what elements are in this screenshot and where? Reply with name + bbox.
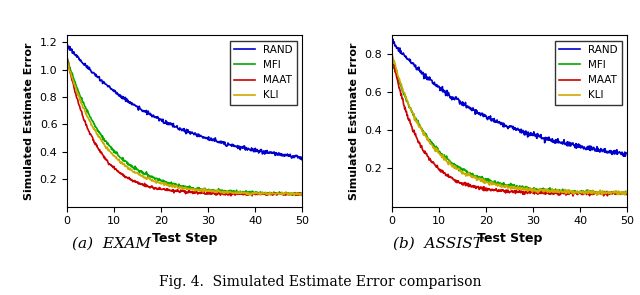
- Line: MAAT: MAAT: [67, 58, 303, 196]
- Y-axis label: Simulated Estimate Error: Simulated Estimate Error: [24, 42, 34, 200]
- Line: KLI: KLI: [67, 61, 303, 195]
- KLI: [528, 188, 536, 191]
- RAND: [256, 148, 264, 152]
- Line: MAAT: MAAT: [392, 53, 627, 196]
- MFI: [204, 188, 211, 192]
- RAND: [388, 39, 396, 42]
- KLI: [299, 193, 307, 197]
- RAND: [389, 37, 397, 41]
- RAND: [502, 123, 509, 127]
- KLI: [388, 53, 396, 56]
- MAAT: [528, 191, 536, 194]
- MAAT: [388, 51, 396, 55]
- MFI: [500, 181, 508, 184]
- Legend: RAND, MFI, MAAT, KLI: RAND, MFI, MAAT, KLI: [230, 41, 298, 104]
- MFI: [256, 191, 264, 195]
- KLI: [623, 191, 631, 195]
- MAAT: [581, 190, 589, 194]
- MFI: [388, 59, 396, 62]
- RAND: [177, 127, 184, 131]
- MFI: [623, 193, 630, 196]
- Text: Fig. 4.  Simulated Estimate Error comparison: Fig. 4. Simulated Estimate Error compari…: [159, 275, 481, 289]
- RAND: [529, 132, 536, 136]
- RAND: [299, 156, 307, 160]
- RAND: [620, 155, 627, 158]
- MFI: [528, 188, 536, 191]
- Line: RAND: RAND: [392, 39, 627, 156]
- MAAT: [501, 189, 509, 193]
- MFI: [175, 182, 183, 186]
- Line: MFI: MFI: [392, 60, 627, 194]
- KLI: [515, 186, 523, 190]
- KLI: [175, 186, 183, 189]
- MAAT: [294, 194, 301, 197]
- MAAT: [191, 190, 198, 194]
- MAAT: [204, 192, 211, 196]
- MFI: [63, 57, 71, 61]
- MAAT: [515, 190, 523, 194]
- KLI: [177, 185, 184, 189]
- MAAT: [175, 190, 183, 194]
- MAAT: [257, 193, 264, 196]
- MAAT: [63, 56, 71, 59]
- Line: MFI: MFI: [67, 59, 303, 195]
- MFI: [581, 190, 589, 194]
- X-axis label: Test Step: Test Step: [152, 232, 218, 245]
- KLI: [593, 194, 601, 197]
- RAND: [581, 147, 589, 150]
- KLI: [500, 185, 508, 189]
- Line: KLI: KLI: [392, 54, 627, 195]
- MAAT: [623, 191, 631, 195]
- RAND: [618, 150, 626, 154]
- MAAT: [177, 190, 184, 194]
- Line: RAND: RAND: [67, 43, 303, 160]
- MFI: [191, 188, 198, 191]
- MAAT: [248, 194, 256, 198]
- Text: (b)  ASSIST: (b) ASSIST: [394, 237, 483, 251]
- RAND: [516, 128, 524, 132]
- MAAT: [299, 194, 307, 197]
- MFI: [294, 193, 301, 196]
- RAND: [204, 136, 211, 139]
- RAND: [623, 151, 631, 155]
- MFI: [501, 183, 509, 187]
- KLI: [256, 193, 264, 196]
- RAND: [63, 42, 71, 45]
- KLI: [618, 193, 626, 196]
- Y-axis label: Simulated Estimate Error: Simulated Estimate Error: [349, 42, 359, 200]
- MFI: [623, 191, 631, 194]
- Legend: RAND, MFI, MAAT, KLI: RAND, MFI, MAAT, KLI: [555, 41, 622, 104]
- RAND: [298, 158, 305, 161]
- Text: (a)  EXAM: (a) EXAM: [72, 237, 152, 251]
- MFI: [177, 185, 184, 188]
- MAAT: [618, 192, 626, 195]
- RAND: [500, 125, 508, 128]
- MFI: [618, 191, 625, 194]
- RAND: [293, 154, 301, 157]
- MAAT: [500, 190, 508, 193]
- MFI: [288, 194, 296, 197]
- KLI: [293, 193, 301, 196]
- KLI: [581, 191, 589, 195]
- KLI: [204, 189, 211, 192]
- MAAT: [569, 194, 577, 198]
- MFI: [515, 185, 523, 189]
- KLI: [501, 186, 509, 189]
- KLI: [191, 188, 198, 191]
- MFI: [299, 191, 307, 194]
- KLI: [63, 60, 71, 63]
- RAND: [175, 127, 183, 131]
- RAND: [191, 132, 198, 135]
- X-axis label: Test Step: Test Step: [477, 232, 542, 245]
